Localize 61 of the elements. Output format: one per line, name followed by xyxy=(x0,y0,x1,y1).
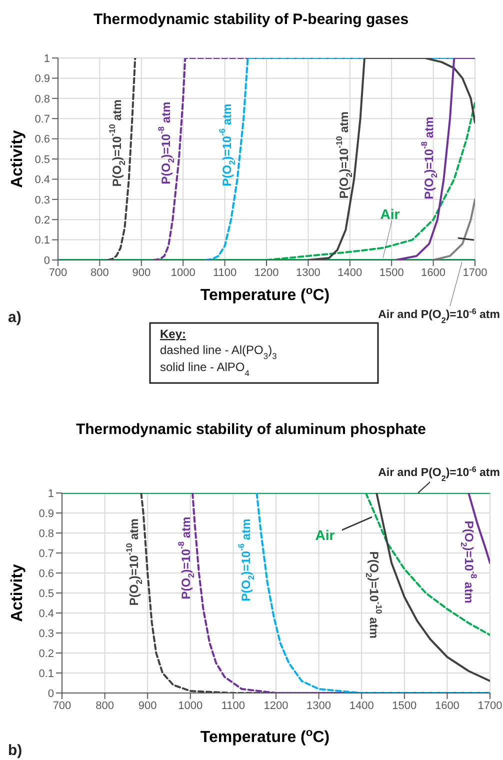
text: Air and P(O$_{2}$)=10$^{-6}$ atm xyxy=(378,464,500,482)
y-tick-label: 1 xyxy=(44,52,50,65)
y-tick-label: 0.4 xyxy=(34,174,50,186)
line-series xyxy=(432,198,475,260)
y-tick-label: 0.1 xyxy=(38,668,54,680)
y-tick-label: 0.6 xyxy=(38,568,54,580)
y-tick-label: 0.5 xyxy=(34,154,50,166)
y-tick-label: 0.1 xyxy=(34,234,50,247)
x-tick-label: 1700 xyxy=(478,700,502,712)
text: Air xyxy=(315,526,336,543)
y-axis-title: Activity xyxy=(9,130,26,188)
y-tick-label: 0.2 xyxy=(34,214,50,227)
y-tick-label: 0.8 xyxy=(38,528,54,540)
x-tick-label: 800 xyxy=(90,266,109,279)
y-tick-label: 0.6 xyxy=(34,134,50,146)
text: dashed line - Al(PO$_{3}$)$_{3}$ xyxy=(160,343,278,361)
y-tick-label: 0.9 xyxy=(38,508,54,520)
x-tick-label: 1600 xyxy=(421,266,446,279)
y-tick-label: 0.3 xyxy=(38,628,54,640)
y-tick-label: 0.3 xyxy=(34,194,50,206)
y-tick-label: 0 xyxy=(44,254,50,267)
series-label: Air xyxy=(380,206,400,222)
x-tick-label: 1000 xyxy=(170,266,196,279)
x-tick-label: 1600 xyxy=(434,700,460,712)
x-tick-label: 900 xyxy=(132,266,151,279)
text: b) xyxy=(8,742,22,759)
text: Air and P(O$_{2}$)=10$^{-6}$ atm xyxy=(378,306,500,324)
x-tick-label: 1300 xyxy=(296,266,320,279)
x-tick-label: 1500 xyxy=(392,700,417,712)
y-tick-label: 0.7 xyxy=(34,114,50,126)
x-axis-title: Temperature ($^{o}$C) xyxy=(200,727,330,746)
chart-title: Thermodynamic stability of aluminum phosphate xyxy=(76,421,426,438)
y-tick-label: 0.2 xyxy=(38,648,54,660)
x-tick-label: 1100 xyxy=(212,266,237,279)
x-tick-label: 800 xyxy=(96,700,114,712)
y-tick-label: 0.8 xyxy=(34,93,50,106)
text: a) xyxy=(8,309,22,326)
x-tick-label: 1300 xyxy=(306,700,332,712)
x-tick-label: 1200 xyxy=(264,700,288,712)
text: solid line - AlPO$_{4}$ xyxy=(160,360,250,378)
x-tick-label: 1400 xyxy=(349,700,374,712)
y-tick-label: 0.5 xyxy=(38,588,54,600)
x-tick-label: 1500 xyxy=(379,266,404,279)
x-tick-label: 700 xyxy=(48,266,68,279)
x-tick-label: 700 xyxy=(52,700,72,712)
y-tick-label: 0.9 xyxy=(34,73,50,86)
x-axis-title: Temperature ($^{o}$C) xyxy=(200,285,330,304)
y-tick-label: 0.4 xyxy=(38,608,54,620)
x-tick-label: 900 xyxy=(138,700,157,712)
text: Key: xyxy=(160,327,186,341)
x-tick-label: 1000 xyxy=(178,700,203,712)
x-tick-label: 1100 xyxy=(221,700,246,712)
x-tick-label: 1400 xyxy=(338,266,362,279)
y-tick-label: 0.7 xyxy=(38,548,54,560)
y-tick-label: 0 xyxy=(48,688,54,700)
y-axis-title: Activity xyxy=(9,564,26,622)
x-tick-label: 1700 xyxy=(462,266,488,279)
x-tick-label: 1200 xyxy=(254,266,279,279)
y-tick-label: 1 xyxy=(48,488,54,500)
line-series xyxy=(107,58,136,260)
chart-title: Thermodynamic stability of P-bearing gases xyxy=(93,11,409,28)
